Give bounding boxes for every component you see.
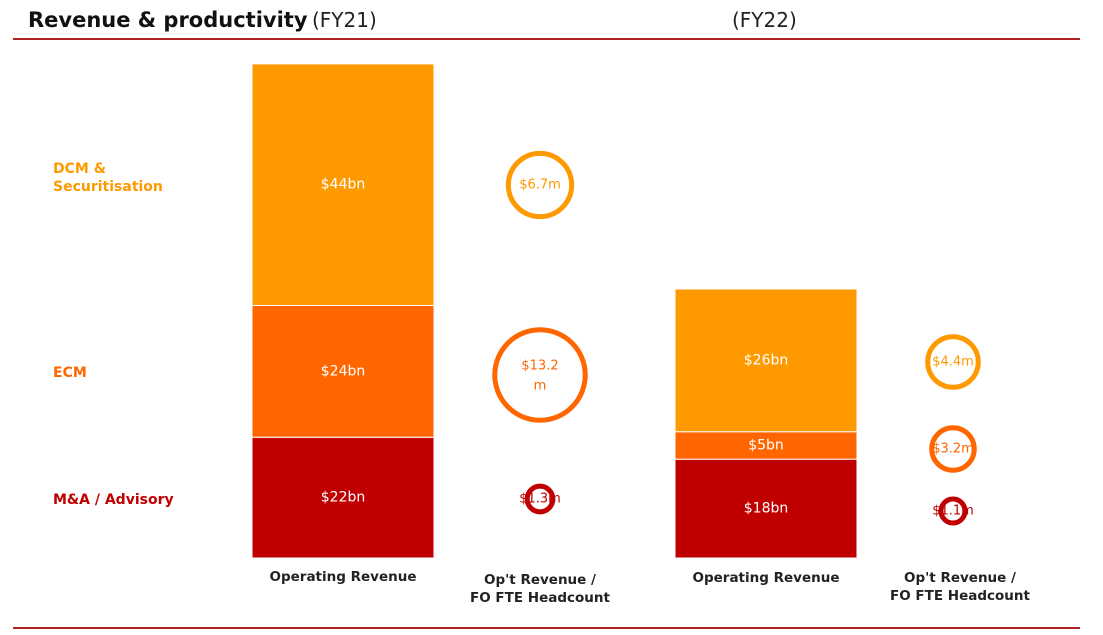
row-label-ecm: ECM	[53, 365, 87, 381]
period-label-fy21: (FY21)	[312, 8, 377, 32]
bar-fy22-dcm-securitisation-label: $26bn	[744, 352, 788, 368]
row-label-dcm-line2: Securitisation	[53, 179, 163, 195]
bar-fy22-m-a-advisory	[674, 458, 858, 559]
bubble-fy21-ecm-label-line2: m	[534, 379, 547, 394]
column-header-fy21-revenue: Operating Revenue	[269, 569, 417, 585]
bubble-fy21-ecm	[492, 327, 588, 423]
bubble-fy22-dcm-securitisation-label: $4.4m	[932, 355, 974, 370]
period-label-fy22: (FY22)	[732, 8, 797, 32]
bubble-fy21-dcm-securitisation-label: $6.7m	[519, 178, 561, 193]
bar-fy21-m-a-advisory-label: $22bn	[321, 490, 365, 506]
bubble-fy22-dcm-securitisation	[925, 334, 981, 390]
column-header-fy21-productivity: Op't Revenue / FO FTE Headcount	[450, 571, 630, 607]
row-label-dcm-line1: DCM &	[53, 161, 106, 177]
column-header-fy22-productivity-line1: Op't Revenue /	[904, 570, 1016, 586]
bubble-fy22-ecm-label: $3.2m	[932, 442, 974, 457]
bar-fy21-m-a-advisory	[251, 436, 435, 559]
bar-fy22-dcm-securitisation	[674, 288, 858, 433]
top-rule	[13, 38, 1080, 40]
bubble-fy21-dcm-securitisation	[505, 150, 575, 220]
column-header-fy22-productivity-line2: FO FTE Headcount	[890, 588, 1030, 604]
column-header-fy21-productivity-line1: Op't Revenue /	[484, 572, 596, 588]
page-title: Revenue & productivity	[28, 8, 308, 32]
bar-fy22-ecm	[674, 431, 858, 460]
bottom-rule	[13, 627, 1080, 629]
row-label-ma: M&A / Advisory	[53, 492, 174, 508]
column-header-fy22-productivity: Op't Revenue / FO FTE Headcount	[870, 569, 1050, 605]
row-label-dcm: DCM & Securitisation	[53, 160, 163, 196]
bubble-fy22-m-a-advisory	[938, 496, 968, 526]
bubble-fy21-m-a-advisory	[524, 483, 556, 515]
column-header-fy22-revenue: Operating Revenue	[692, 570, 840, 586]
bubble-fy22-ecm	[929, 425, 977, 473]
column-header-fy21-productivity-line2: FO FTE Headcount	[470, 590, 610, 606]
bubble-fy22-m-a-advisory-label: $1.1m	[932, 504, 974, 519]
bar-fy21-dcm-securitisation-label: $44bn	[321, 177, 365, 193]
bubble-fy21-m-a-advisory-label: $1.3m	[519, 492, 561, 507]
bar-fy22-m-a-advisory-label: $18bn	[744, 501, 788, 517]
bar-fy21-ecm-label: $24bn	[321, 363, 365, 379]
bar-fy21-dcm-securitisation	[251, 63, 435, 306]
bubble-fy21-ecm-label-line1: $13.2	[521, 359, 558, 374]
bar-fy22-ecm-label: $5bn	[748, 437, 784, 453]
